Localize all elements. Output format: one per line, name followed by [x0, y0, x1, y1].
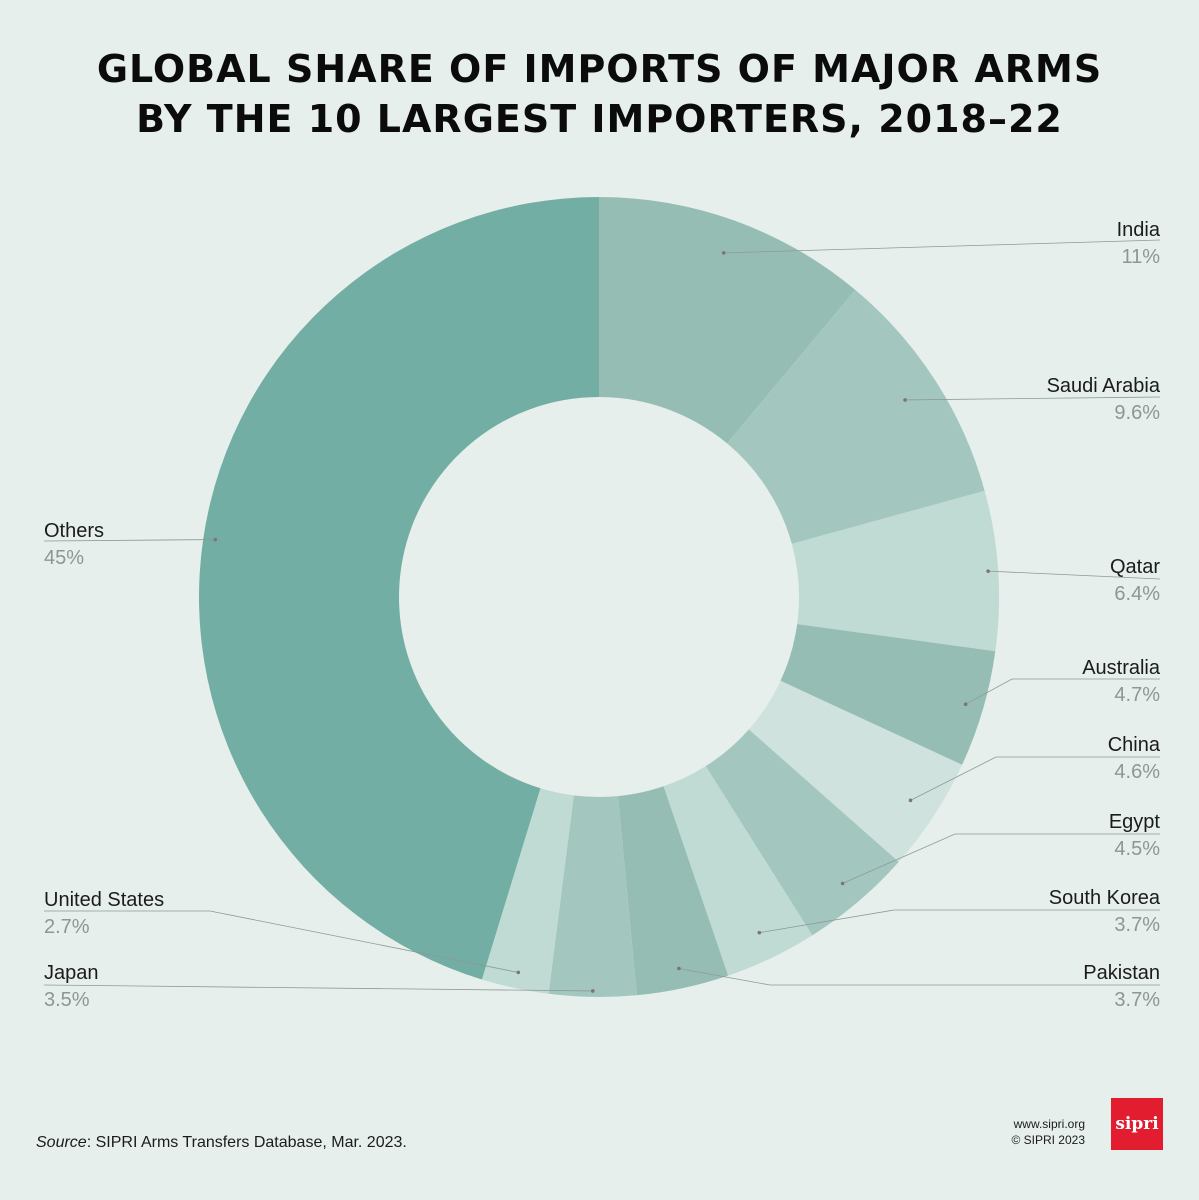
leader-japan [43, 984, 593, 992]
credit-block: www.sipri.org © SIPRI 2023 [1011, 1116, 1085, 1148]
label-japan: Japan [44, 962, 99, 984]
slice-pakistan [617, 786, 729, 996]
leader-dot-egypt [840, 881, 845, 886]
slice-others [198, 197, 600, 980]
title-line-1: GLOBAL SHARE OF IMPORTS OF MAJOR ARMS [96, 47, 1103, 91]
value-pakistan: 3.7% [1114, 989, 1160, 1011]
leader-dot-others [213, 537, 218, 542]
value-australia: 4.7% [1114, 684, 1160, 706]
leader-india [723, 239, 1161, 254]
leader-dot-south-korea [757, 930, 762, 935]
title-line-2: BY THE 10 LARGEST IMPORTERS, 2018–22 [136, 97, 1063, 141]
value-united-states: 2.7% [44, 916, 90, 938]
value-saudi-arabia: 9.6% [1114, 402, 1160, 424]
slice-qatar [791, 490, 999, 652]
label-united-states: United States [44, 889, 164, 911]
leader-dot-japan [590, 989, 595, 993]
leader-dot-india [721, 251, 726, 255]
value-others: 45% [44, 547, 84, 569]
leader-dot-australia [963, 702, 968, 707]
leader-south-korea [759, 909, 1160, 934]
source-label: Source [36, 1134, 87, 1151]
leader-dot-pakistan [677, 966, 681, 971]
value-south-korea: 3.7% [1114, 914, 1160, 936]
leader-united-states [44, 910, 519, 973]
slice-japan [548, 795, 637, 997]
value-japan: 3.5% [44, 989, 90, 1011]
slice-china [748, 680, 963, 862]
value-egypt: 4.5% [1114, 838, 1160, 860]
website-text: www.sipri.org [1013, 1117, 1085, 1131]
label-saudi-arabia: Saudi Arabia [1047, 375, 1161, 397]
sipri-logo: sipri [1111, 1098, 1163, 1150]
leader-dot-china [908, 798, 913, 803]
label-others: Others [44, 520, 104, 542]
label-egypt: Egypt [1109, 811, 1161, 833]
value-india: 11% [1121, 246, 1160, 268]
source-note: Source: SIPRI Arms Transfers Database, M… [36, 1134, 407, 1152]
leader-dot-qatar [986, 569, 990, 573]
leader-others [43, 539, 216, 542]
leader-pakistan [678, 968, 1160, 986]
label-india: India [1117, 219, 1161, 241]
leader-saudi-arabia [905, 396, 1161, 401]
leader-australia [965, 678, 1160, 705]
donut-slices [198, 197, 999, 997]
copyright-text: © SIPRI 2023 [1011, 1133, 1085, 1147]
leader-china [910, 756, 1160, 801]
slice-united-states [481, 788, 574, 994]
value-china: 4.6% [1114, 761, 1160, 783]
slice-india [599, 197, 856, 444]
leader-dot-saudi-arabia [903, 398, 907, 402]
leader-lines [43, 239, 1161, 993]
slice-labels: India 11% Saudi Arabia 9.6% Qatar 6.4% Austral… [44, 219, 1161, 1011]
leader-qatar [988, 570, 1161, 580]
leader-dot-united-states [516, 970, 521, 975]
label-south-korea: South Korea [1049, 887, 1161, 909]
label-qatar: Qatar [1110, 556, 1160, 578]
source-text: : SIPRI Arms Transfers Database, Mar. 20… [86, 1134, 407, 1151]
label-china: China [1108, 734, 1161, 756]
chart-title: GLOBAL SHARE OF IMPORTS OF MAJOR ARMS BY… [0, 44, 1199, 144]
leader-egypt [842, 833, 1160, 884]
slice-australia [780, 624, 996, 765]
slice-south-korea [663, 766, 813, 976]
slice-saudi-arabia [727, 289, 985, 544]
value-qatar: 6.4% [1114, 583, 1160, 605]
label-australia: Australia [1082, 657, 1161, 679]
label-pakistan: Pakistan [1083, 962, 1160, 984]
slice-egypt [705, 729, 899, 936]
